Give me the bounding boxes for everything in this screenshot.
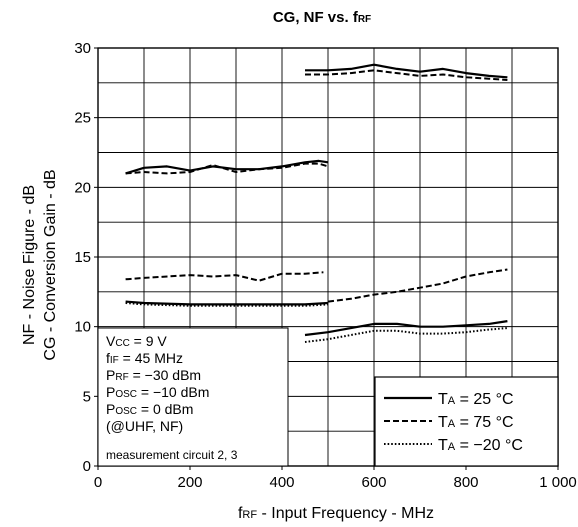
series-line bbox=[125, 162, 329, 175]
legend-label: TA = 75 °C bbox=[438, 414, 514, 431]
y-tick-label: 0 bbox=[83, 458, 91, 475]
series-line bbox=[304, 320, 508, 337]
series-line bbox=[125, 271, 324, 282]
legend: TA = 25 °C TA = 75 °C TA = −20 °C bbox=[384, 391, 523, 454]
series-group bbox=[125, 63, 508, 343]
y-axis-label-line1: NF - Noise Figure - dB bbox=[21, 185, 38, 345]
series-line bbox=[125, 159, 329, 175]
y-tick-label: 25 bbox=[74, 110, 91, 127]
y-tick-label: 10 bbox=[74, 319, 91, 336]
x-tick-label: 0 bbox=[94, 474, 102, 491]
series-line bbox=[305, 63, 508, 79]
series-line bbox=[327, 268, 508, 303]
x-tick-label: 400 bbox=[269, 474, 294, 491]
series-line bbox=[305, 69, 508, 81]
x-tick-label: 1 000 bbox=[539, 474, 577, 491]
y-axis-label-line2: CG - Conversion Gain - dB bbox=[42, 169, 59, 360]
series-line bbox=[125, 302, 329, 307]
condition-line: PRF = −30 dBm bbox=[106, 367, 201, 383]
y-tick-label: 30 bbox=[74, 40, 91, 57]
condition-line: VCC = 9 V bbox=[106, 333, 167, 349]
conditions-footer: measurement circuit 2, 3 bbox=[106, 448, 238, 462]
condition-line: POSC = −10 dBm bbox=[106, 384, 209, 400]
chart-title: CG, NF vs. fRF bbox=[273, 9, 371, 26]
y-tick-label: 20 bbox=[74, 179, 91, 196]
condition-line: fIF = 45 MHz bbox=[106, 350, 183, 366]
series-line bbox=[304, 327, 508, 343]
x-tick-label: 600 bbox=[361, 474, 386, 491]
series-line bbox=[125, 300, 329, 306]
x-axis-label: fRF - Input Frequency - MHz bbox=[238, 505, 434, 522]
condition-line: (@UHF, NF) bbox=[106, 418, 183, 434]
tick-labels: 0 200 400 600 800 1 000 0 5 10 15 20 25 30 bbox=[74, 40, 576, 491]
condition-line: POSC = 0 dBm bbox=[106, 401, 193, 417]
x-tick-label: 800 bbox=[453, 474, 478, 491]
legend-label: TA = −20 °C bbox=[438, 437, 523, 454]
y-tick-label: 15 bbox=[74, 249, 91, 266]
x-tick-label: 200 bbox=[177, 474, 202, 491]
y-tick-label: 5 bbox=[83, 388, 91, 405]
legend-label: TA = 25 °C bbox=[438, 391, 514, 408]
conditions-box bbox=[97, 327, 289, 467]
